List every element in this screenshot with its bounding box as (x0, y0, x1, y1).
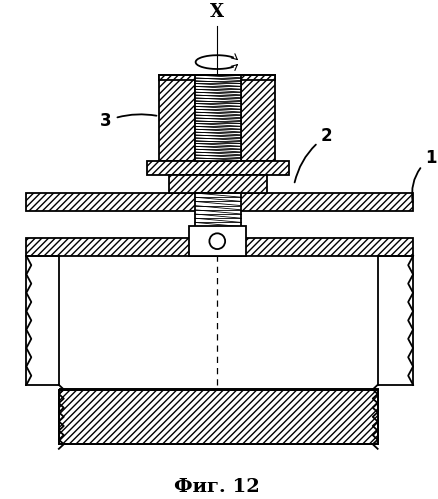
Text: 1: 1 (411, 149, 435, 202)
Bar (169, 175, 267, 193)
Text: 2: 2 (294, 127, 332, 183)
Text: X: X (210, 3, 224, 21)
Bar (26, 193, 412, 211)
Text: Фиг. 12: Фиг. 12 (174, 478, 260, 496)
Bar (194, 193, 240, 256)
Bar (26, 238, 412, 256)
Bar (188, 227, 245, 256)
Bar (194, 75, 240, 161)
Bar (159, 75, 275, 80)
Bar (159, 75, 194, 161)
Bar (59, 390, 377, 444)
Bar (147, 161, 289, 175)
Bar (26, 238, 412, 256)
Bar (240, 75, 275, 161)
Bar (169, 175, 267, 193)
Bar (240, 75, 275, 161)
Text: 3: 3 (100, 112, 156, 130)
Bar (59, 390, 377, 444)
Bar (147, 161, 289, 175)
Bar (159, 75, 194, 161)
Bar (26, 193, 412, 211)
